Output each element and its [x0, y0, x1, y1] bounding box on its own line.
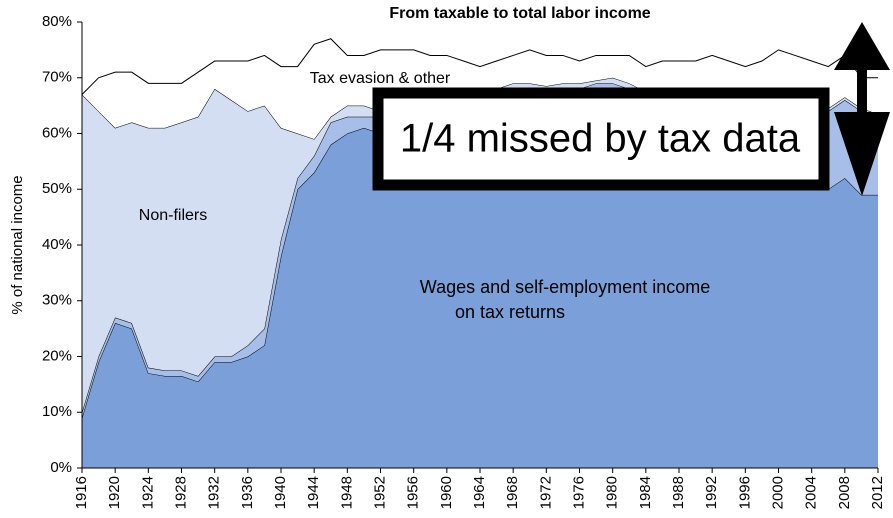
y-tick-label: 80% [42, 13, 72, 30]
area [82, 77, 878, 413]
x-tick-label: 1920 [106, 476, 123, 509]
x-tick-label: 1984 [637, 476, 654, 509]
x-tick-label: 1928 [172, 476, 189, 509]
x-tick-label: 1972 [537, 476, 554, 509]
chart-title: From taxable to total labor income [389, 5, 650, 22]
area [82, 116, 878, 468]
y-axis-label: % of national income [9, 175, 26, 314]
y-tick-label: 0% [50, 459, 72, 476]
x-tick-label: 1936 [239, 476, 256, 509]
x-tick-label: 1940 [272, 476, 289, 509]
y-tick-label: 20% [42, 347, 72, 364]
y-tick-label: 70% [42, 69, 72, 86]
x-tick-label: 2012 [869, 476, 886, 509]
x-tick-label: 1968 [504, 476, 521, 509]
x-tick-label: 1976 [570, 476, 587, 509]
y-tick-label: 40% [42, 236, 72, 253]
x-tick-label: 1952 [371, 476, 388, 509]
x-tick-label: 2008 [836, 476, 853, 509]
x-tick-label: 2004 [803, 476, 820, 509]
annotation: on tax returns [455, 302, 565, 322]
double-arrow [834, 22, 890, 196]
x-tick-label: 1980 [604, 476, 621, 509]
annotation: Tax evasion & other [310, 70, 451, 87]
x-tick-label: 1988 [670, 476, 687, 509]
x-tick-label: 1956 [405, 476, 422, 509]
x-tick-label: 1944 [305, 476, 322, 509]
y-tick-label: 30% [42, 292, 72, 309]
y-tick-label: 10% [42, 403, 72, 420]
x-tick-label: 2000 [769, 476, 786, 509]
x-tick-label: 1924 [139, 476, 156, 509]
annotation: Wages and self-employment income [420, 277, 710, 297]
x-tick-label: 1932 [206, 476, 223, 509]
x-tick-label: 1992 [703, 476, 720, 509]
y-tick-label: 50% [42, 180, 72, 197]
y-tick-label: 60% [42, 124, 72, 141]
x-tick-label: 1964 [471, 476, 488, 509]
x-tick-label: 1948 [338, 476, 355, 509]
area-top-line [81, 38, 878, 95]
x-tick-label: 1960 [438, 476, 455, 509]
annotation: Non-filers [139, 207, 207, 224]
x-tick-label: 1996 [736, 476, 753, 509]
plot-area: 0% 10% 20% 30% 40% 50% 60% 70% 80% 1916 1920 1924 19… [42, 13, 886, 509]
callout-box [372, 87, 830, 191]
x-tick-label: 1916 [73, 476, 90, 509]
overlay: Tax evasion & other Non-filers Wages and… [139, 22, 890, 322]
callout-text: 1/4 missed by tax data [400, 117, 801, 161]
